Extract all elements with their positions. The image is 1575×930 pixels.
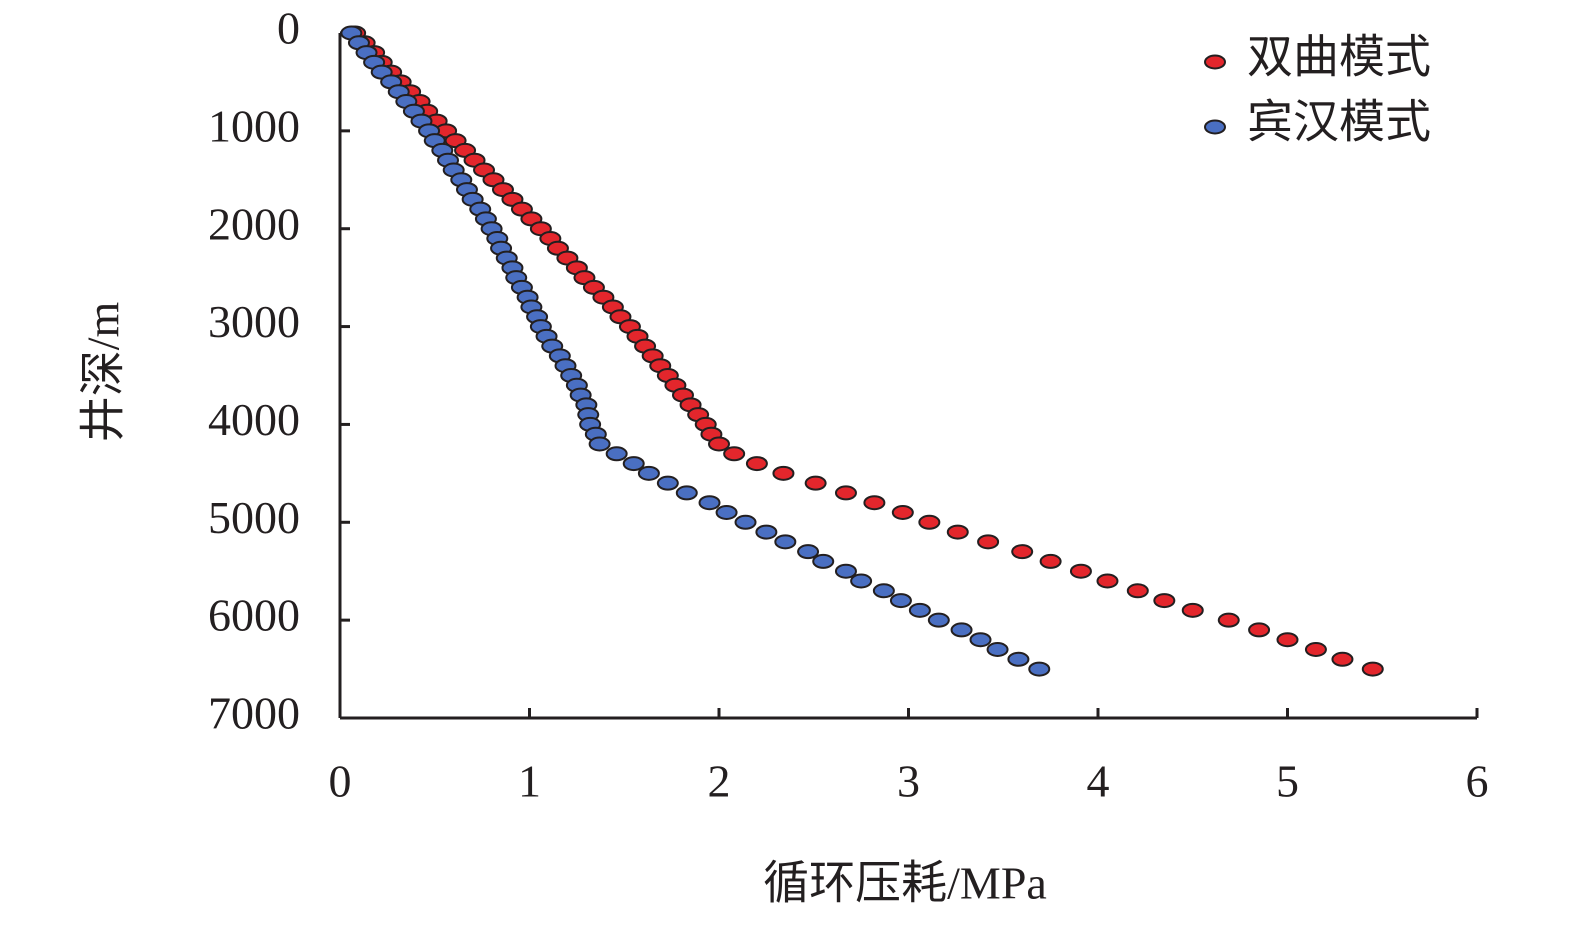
point bbox=[812, 553, 835, 569]
point bbox=[605, 446, 628, 462]
point bbox=[1039, 553, 1062, 569]
y-tick-label: 7000 bbox=[208, 688, 300, 739]
point bbox=[950, 622, 973, 638]
x-tick-label: 4 bbox=[1087, 756, 1110, 807]
y-tick-label: 3000 bbox=[208, 296, 300, 347]
point bbox=[986, 642, 1009, 657]
point bbox=[637, 465, 660, 481]
y-tick-label: 4000 bbox=[208, 394, 300, 445]
point bbox=[918, 514, 941, 530]
x-tick-label: 1 bbox=[518, 756, 541, 807]
point bbox=[1248, 622, 1271, 638]
legend-marker bbox=[1204, 54, 1226, 70]
point bbox=[1217, 612, 1240, 628]
point bbox=[891, 505, 914, 520]
legend-label: 宾汉模式 bbox=[1247, 97, 1431, 148]
point bbox=[774, 534, 797, 550]
point bbox=[863, 495, 886, 511]
y-tick-label: 6000 bbox=[208, 590, 300, 641]
point bbox=[723, 446, 746, 462]
point bbox=[908, 602, 931, 618]
point bbox=[1028, 661, 1051, 677]
legend-marker bbox=[1204, 119, 1226, 135]
point bbox=[804, 475, 827, 491]
point bbox=[708, 436, 730, 452]
y-tick-label: 0 bbox=[277, 3, 300, 54]
point bbox=[734, 514, 757, 530]
x-tick-label: 0 bbox=[329, 756, 352, 807]
x-axis-label: 循环压耗/MPa bbox=[763, 858, 1047, 909]
point bbox=[889, 593, 912, 609]
point bbox=[850, 573, 873, 589]
y-axis-label: 井深/m bbox=[78, 302, 129, 443]
point bbox=[872, 583, 895, 599]
point bbox=[675, 485, 698, 501]
point bbox=[1361, 661, 1384, 677]
point bbox=[797, 544, 820, 560]
x-tick-label: 3 bbox=[897, 756, 920, 807]
point bbox=[1007, 651, 1030, 667]
point bbox=[698, 495, 721, 511]
point bbox=[656, 475, 679, 491]
point bbox=[588, 436, 611, 452]
point bbox=[1126, 583, 1149, 599]
y-tick-label: 1000 bbox=[208, 100, 300, 151]
x-tick-label: 5 bbox=[1276, 756, 1299, 807]
point bbox=[715, 505, 738, 520]
point bbox=[1011, 544, 1034, 560]
point bbox=[1069, 563, 1092, 579]
point bbox=[1096, 573, 1119, 589]
point bbox=[755, 524, 778, 540]
point bbox=[1276, 632, 1299, 648]
point bbox=[927, 612, 950, 628]
point bbox=[834, 485, 857, 501]
y-tick-label: 5000 bbox=[208, 492, 300, 543]
point bbox=[772, 465, 795, 481]
point bbox=[1153, 593, 1176, 609]
point bbox=[834, 563, 857, 579]
point bbox=[1304, 642, 1327, 657]
legend-label: 双曲模式 bbox=[1247, 32, 1431, 83]
point bbox=[745, 456, 768, 472]
point bbox=[1181, 602, 1204, 618]
point bbox=[969, 632, 992, 648]
point bbox=[622, 456, 645, 472]
point bbox=[977, 534, 1000, 550]
point bbox=[1331, 651, 1354, 667]
x-tick-label: 2 bbox=[708, 756, 731, 807]
x-tick-label: 6 bbox=[1466, 756, 1489, 807]
y-tick-label: 2000 bbox=[208, 198, 300, 249]
point bbox=[946, 524, 969, 540]
